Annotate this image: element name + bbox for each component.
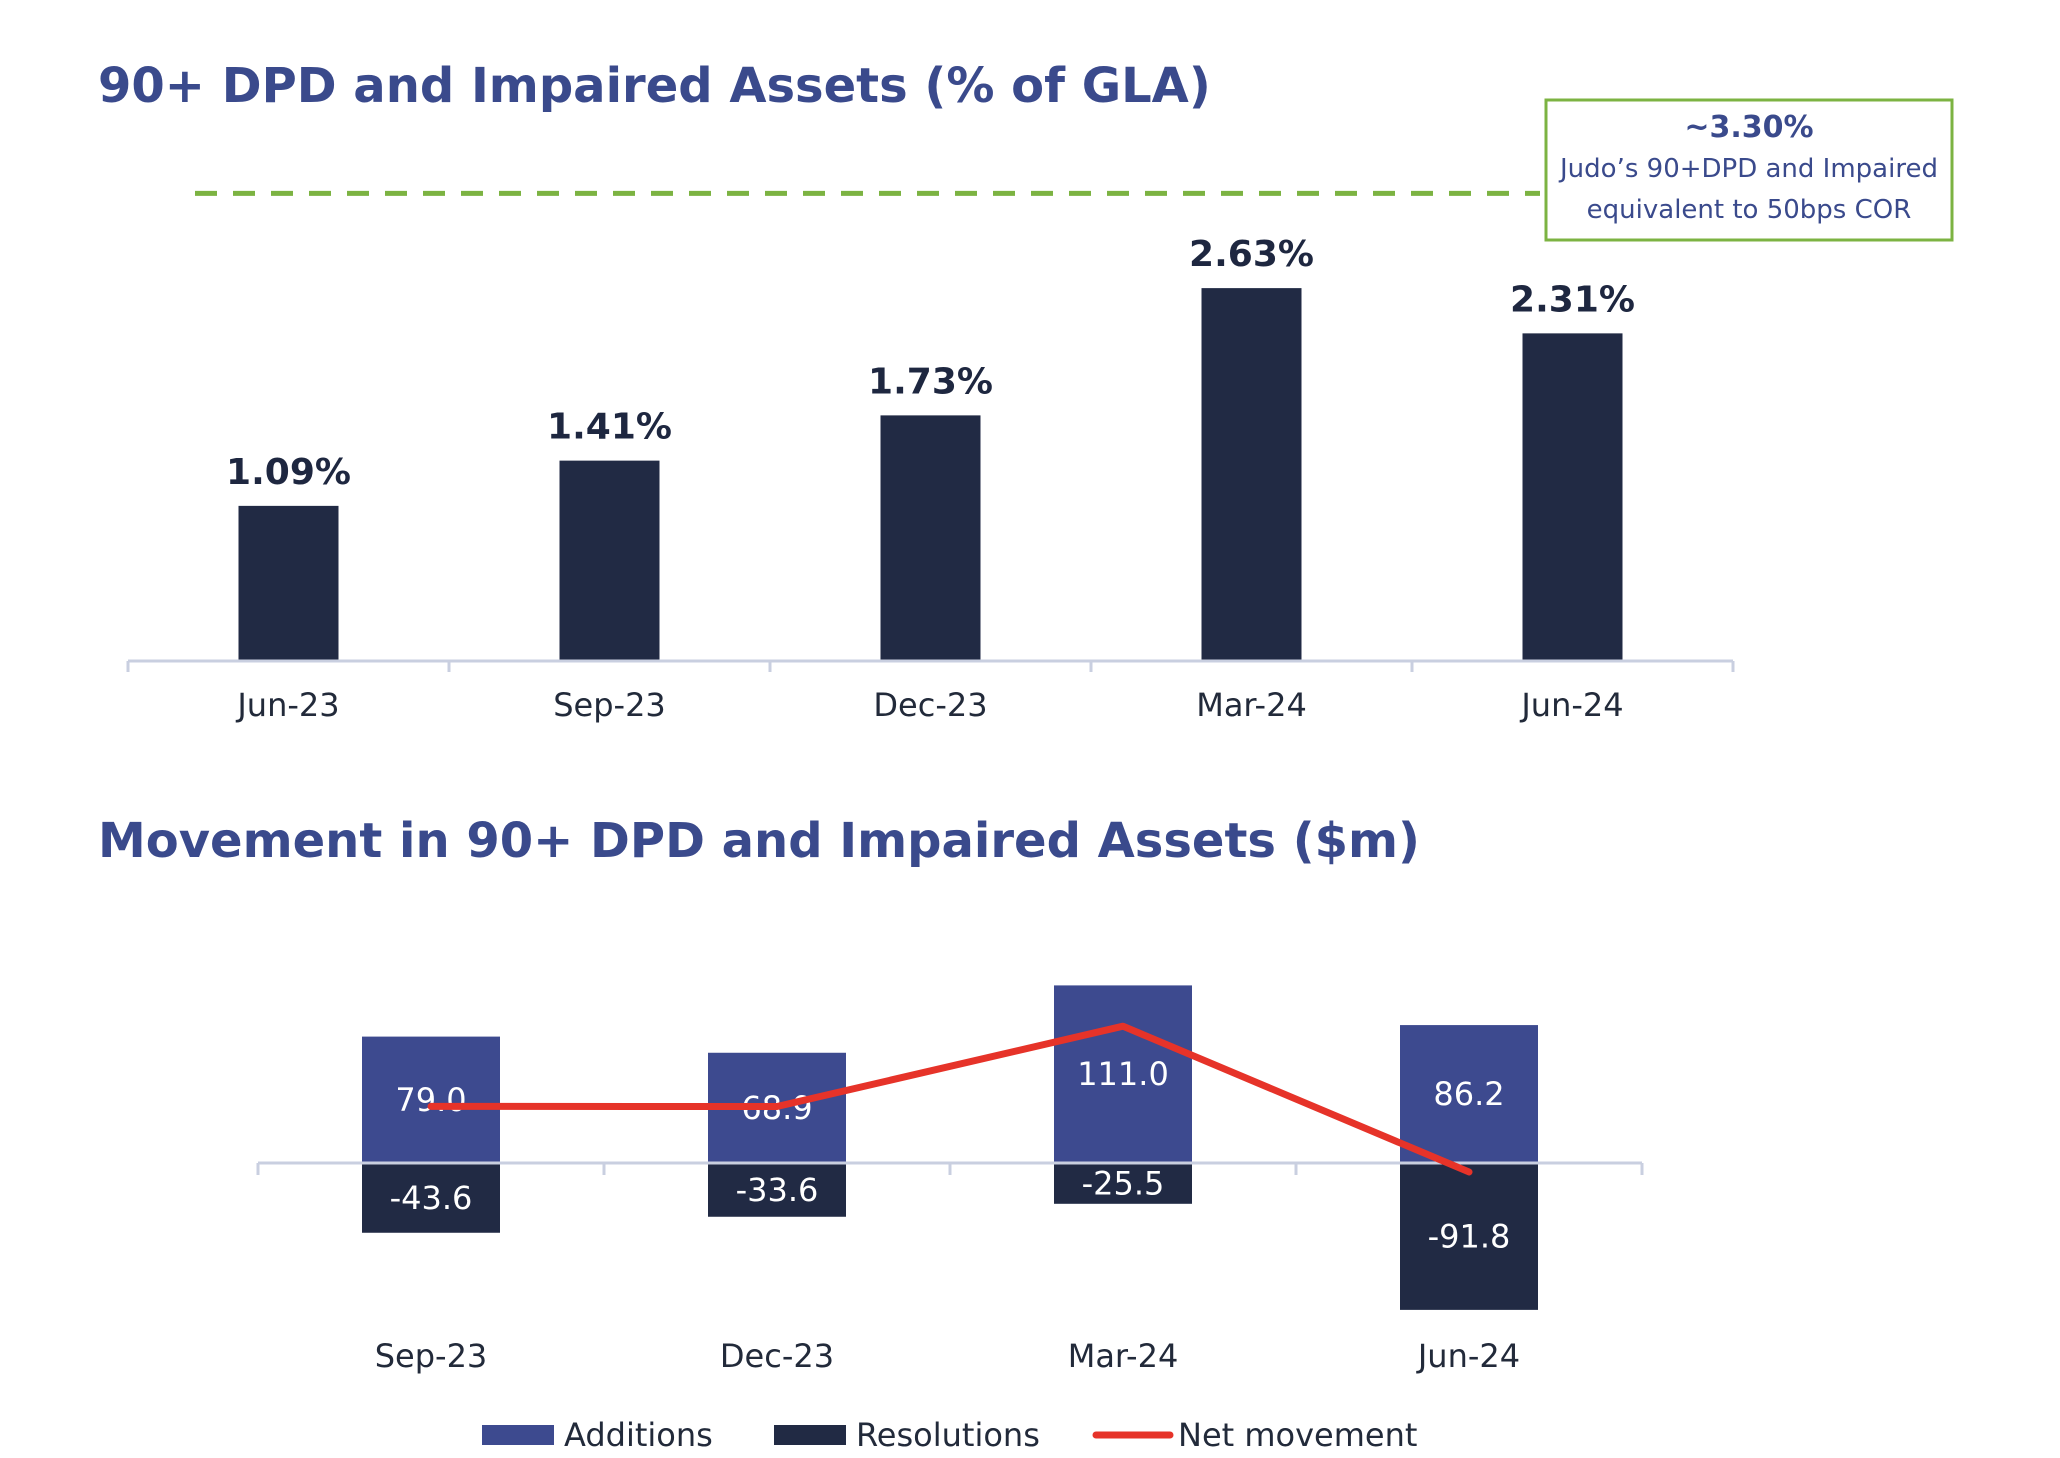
bar-value-label: 1.73% <box>868 361 993 402</box>
resolutions-bar-sep-23 <box>362 1163 500 1233</box>
bar-value-label: 1.09% <box>226 452 351 493</box>
net-movement-line <box>427 1022 1473 1176</box>
resolutions-bar-dec-23 <box>708 1163 846 1217</box>
annotation-line1: Judo’s 90+DPD and Impaired <box>1558 154 1938 184</box>
additions-bar-sep-23 <box>362 1036 500 1163</box>
reference-annotation: ~3.30% Judo’s 90+DPD and Impaired equiva… <box>1544 98 1954 242</box>
x-tick-label: Sep-23 <box>375 1337 488 1375</box>
annotation-box <box>1544 98 1954 242</box>
resolutions-value-label: -25.5 <box>1082 1164 1165 1202</box>
bar-mar-24 <box>1201 288 1302 660</box>
x-tick-label: Dec-23 <box>720 1337 834 1375</box>
x-tick-label: Jun-23 <box>235 686 339 724</box>
x-tick-label: Mar-24 <box>1196 686 1307 724</box>
resolutions-value-label: -43.6 <box>390 1179 473 1217</box>
bar-dec-23 <box>880 415 981 660</box>
bar-jun-23 <box>238 505 339 660</box>
resolutions-bar-jun-24 <box>1400 1163 1538 1310</box>
additions-bar-jun-24 <box>1400 1025 1538 1163</box>
x-tick-label: Mar-24 <box>1068 1337 1179 1375</box>
chart2-net-line <box>427 1022 1473 1176</box>
resolutions-value-label: -91.8 <box>1428 1217 1511 1255</box>
bar-value-label: 1.41% <box>547 407 672 448</box>
additions-value-label: 79.0 <box>395 1081 466 1119</box>
legend-label-resolutions: Resolutions <box>856 1416 1040 1454</box>
chart1-x-axis: Jun-23 Sep-23 Dec-23 Mar-24 Jun-24 <box>126 659 1735 724</box>
additions-value-label: 86.2 <box>1433 1075 1504 1113</box>
chart2-title: Movement in 90+ DPD and Impaired Assets … <box>98 813 1420 869</box>
x-tick-label: Jun-24 <box>1519 686 1623 724</box>
chart2-legend: Additions Resolutions Net movement <box>482 1416 1417 1454</box>
legend-label-additions: Additions <box>564 1416 713 1454</box>
chart2-x-axis: Sep-23 Dec-23 Mar-24 Jun-24 <box>256 1161 1644 1375</box>
resolutions-value-label: -33.6 <box>736 1171 819 1209</box>
chart1-title: 90+ DPD and Impaired Assets (% of GLA) <box>98 58 1211 114</box>
bar-sep-23 <box>559 460 660 660</box>
chart1-bars: 1.09% 1.41% 1.73% 2.63% 2.31% <box>226 234 1635 660</box>
annotation-value: ~3.30% <box>1684 110 1813 145</box>
bar-jun-24 <box>1522 333 1623 660</box>
bar-value-label: 2.63% <box>1189 234 1314 275</box>
legend-swatch-additions <box>482 1425 554 1445</box>
legend-label-net-movement: Net movement <box>1178 1416 1417 1454</box>
x-tick-label: Sep-23 <box>553 686 666 724</box>
additions-bar-mar-24 <box>1054 985 1192 1163</box>
x-tick-label: Dec-23 <box>873 686 987 724</box>
annotation-line2: equivalent to 50bps COR <box>1587 195 1912 225</box>
bar-value-label: 2.31% <box>1510 279 1635 320</box>
x-tick-label: Jun-24 <box>1416 1337 1520 1375</box>
legend-swatch-resolutions <box>774 1425 846 1445</box>
resolutions-bar-mar-24 <box>1054 1163 1192 1204</box>
additions-value-label: 111.0 <box>1077 1055 1169 1093</box>
